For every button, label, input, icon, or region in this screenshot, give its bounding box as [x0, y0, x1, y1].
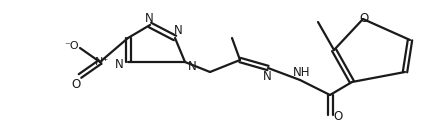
Text: N: N — [173, 24, 182, 36]
Text: N⁺: N⁺ — [95, 57, 109, 67]
Text: N: N — [188, 59, 196, 72]
Text: N: N — [263, 70, 272, 82]
Text: O: O — [360, 11, 368, 24]
Text: N: N — [145, 11, 154, 24]
Text: ⁻O: ⁻O — [65, 41, 79, 51]
Text: O: O — [333, 111, 343, 124]
Text: N: N — [115, 59, 124, 72]
Text: NH: NH — [293, 66, 311, 80]
Text: O: O — [71, 78, 81, 90]
